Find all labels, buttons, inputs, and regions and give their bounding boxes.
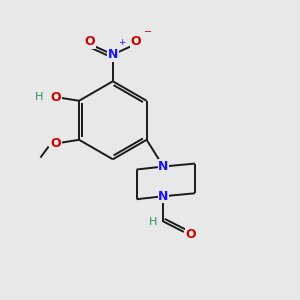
Text: −: −	[144, 27, 152, 37]
Text: O: O	[51, 137, 61, 150]
Text: N: N	[158, 190, 169, 203]
Text: O: O	[185, 228, 196, 241]
Text: +: +	[118, 38, 126, 47]
Text: H: H	[35, 92, 44, 102]
Text: N: N	[158, 160, 169, 173]
Text: H: H	[149, 217, 157, 226]
Text: O: O	[85, 35, 95, 48]
Text: N: N	[108, 48, 118, 61]
Text: O: O	[51, 91, 61, 103]
Text: O: O	[130, 35, 141, 48]
